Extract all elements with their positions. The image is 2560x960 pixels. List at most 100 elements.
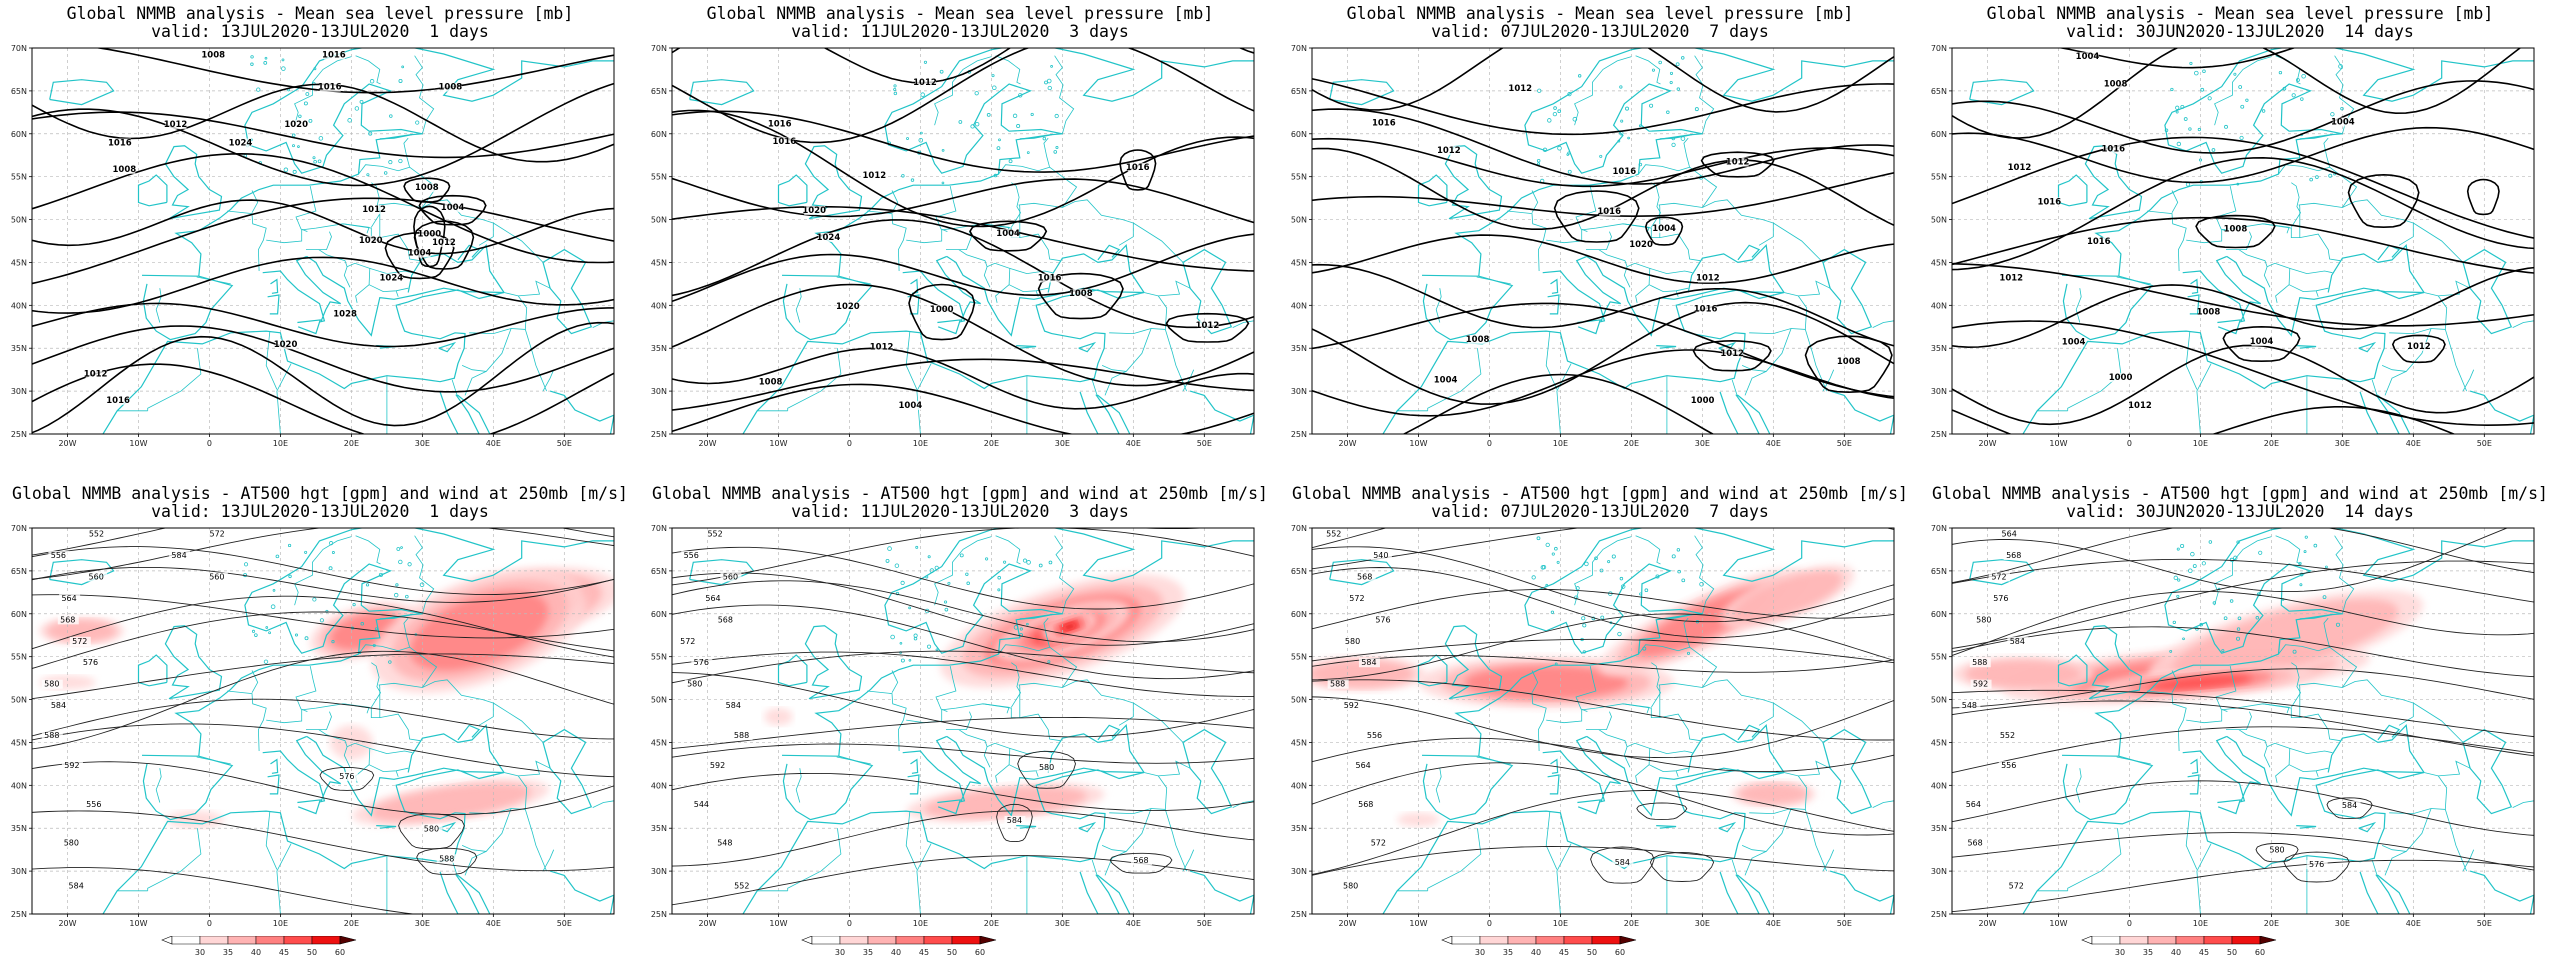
wind-colorbar: 30 35 40 45 50 60 bbox=[1441, 936, 1637, 957]
contour-label: 1004 bbox=[996, 229, 1020, 239]
contour-label: 1004 bbox=[2076, 52, 2100, 62]
contour-label: 560 bbox=[723, 572, 738, 581]
panel-title: Global NMMB analysis - AT500 hgt [gpm] a… bbox=[652, 484, 1268, 503]
contour-label: 1016 bbox=[1126, 163, 1150, 173]
contour-label: 1012 bbox=[1720, 349, 1744, 359]
lon-tick-label: 30E bbox=[415, 919, 430, 928]
colorbar-label: 30 bbox=[1475, 948, 1485, 957]
lat-tick-label: 30N bbox=[11, 867, 27, 876]
lon-tick-label: 40E bbox=[1126, 439, 1141, 448]
contour-label: 1024 bbox=[229, 139, 253, 149]
map-frame bbox=[671, 47, 1255, 435]
lat-tick-label: 50N bbox=[1931, 216, 1947, 225]
lat-tick-label: 60N bbox=[1931, 130, 1947, 139]
contour-label: 1008 bbox=[1069, 289, 1093, 299]
contour-label: 588 bbox=[439, 854, 454, 863]
isobars bbox=[1312, 48, 1894, 434]
contour-label: 1016 bbox=[1372, 118, 1396, 128]
map-plot: 552 540 568 572 576 580 584 588 592 556 564 568 572 5… bbox=[1291, 524, 1895, 928]
contour-label: 556 bbox=[1367, 731, 1382, 740]
contour-label: 580 bbox=[1976, 615, 1991, 624]
lon-tick-label: 10E bbox=[273, 919, 288, 928]
contour-label: 584 bbox=[2010, 637, 2025, 646]
lat-tick-label: 40N bbox=[11, 301, 27, 310]
lat-tick-label: 65N bbox=[1291, 567, 1307, 576]
isobars bbox=[1952, 48, 2534, 434]
contour-label: 576 bbox=[1993, 594, 2008, 603]
contour-label: 1012 bbox=[913, 78, 937, 88]
contour-label: 1016 bbox=[772, 137, 796, 147]
contour-label: 556 bbox=[2001, 761, 2016, 770]
lat-tick-label: 65N bbox=[1931, 87, 1947, 96]
contour-label: 1024 bbox=[817, 233, 841, 243]
lat-tick-label: 70N bbox=[1291, 524, 1307, 533]
contour-label: 572 bbox=[1349, 594, 1364, 603]
contour-label: 1016 bbox=[108, 139, 132, 149]
contour-label: 576 bbox=[83, 658, 98, 667]
contour-label: 1012 bbox=[1726, 158, 1750, 168]
lon-tick-label: 20E bbox=[2264, 919, 2279, 928]
contour-label: 1016 bbox=[1597, 207, 1621, 217]
contour-label: 1000 bbox=[2109, 373, 2133, 383]
panel-valid-period: valid: 13JUL2020-13JUL2020 1 days bbox=[151, 502, 489, 521]
lon-tick-label: 20E bbox=[984, 919, 999, 928]
contour-label: 588 bbox=[1330, 680, 1345, 689]
geopotential-height-contours bbox=[1952, 528, 2534, 913]
contour-label: 1012 bbox=[1196, 321, 1220, 331]
lat-tick-label: 30N bbox=[1931, 387, 1947, 396]
lat-tick-label: 35N bbox=[11, 344, 27, 353]
contour-label: 1012 bbox=[2008, 163, 2032, 173]
panel-title: Global NMMB analysis - AT500 hgt [gpm] a… bbox=[1292, 484, 1908, 503]
lat-tick-label: 65N bbox=[651, 87, 667, 96]
contour-labels: 552 556 560 564 568 572 576 580 584 588 592 544 548 5… bbox=[677, 529, 1153, 891]
lon-tick-label: 20E bbox=[1624, 919, 1639, 928]
lon-tick-label: 30E bbox=[1695, 439, 1710, 448]
axis-labels: 20W 10W 0 10E 20E 30E 40E 50E 70N 65N 60N 55N 50N 45N… bbox=[651, 524, 1212, 928]
lon-tick-label: 20E bbox=[344, 439, 359, 448]
contour-label: 1012 bbox=[164, 120, 188, 130]
map-frame bbox=[31, 527, 615, 915]
colorbar-label: 45 bbox=[1559, 948, 1569, 957]
panel-title: Global NMMB analysis - Mean sea level pr… bbox=[1346, 4, 1854, 23]
lon-tick-label: 30E bbox=[1695, 919, 1710, 928]
colorbar-label: 30 bbox=[2115, 948, 2125, 957]
lon-tick-label: 20W bbox=[1338, 919, 1356, 928]
colorbar-label: 60 bbox=[335, 948, 345, 957]
lat-tick-label: 35N bbox=[1931, 824, 1947, 833]
colorbar-label: 35 bbox=[863, 948, 873, 957]
contour-label: 588 bbox=[44, 731, 59, 740]
panel-valid-period: valid: 07JUL2020-13JUL2020 7 days bbox=[1431, 502, 1769, 521]
contour-label: 580 bbox=[687, 680, 702, 689]
z500-panel-4: Global NMMB analysis - AT500 hgt [gpm] a… bbox=[1920, 480, 2560, 960]
geopotential-height-contours bbox=[1312, 528, 1894, 884]
lat-tick-label: 50N bbox=[11, 696, 27, 705]
contour-label: 564 bbox=[1966, 800, 1981, 809]
contour-label: 588 bbox=[734, 731, 749, 740]
contour-label: 568 bbox=[1358, 800, 1373, 809]
lon-tick-label: 10W bbox=[129, 919, 147, 928]
axis-labels: 20W 10W 0 10E 20E 30E 40E 50E 70N 65N 60N 55N 50N 45N… bbox=[11, 44, 572, 448]
z500-panel-3: Global NMMB analysis - AT500 hgt [gpm] a… bbox=[1280, 480, 1920, 960]
contour-label: 1012 bbox=[863, 171, 887, 181]
contour-label: 1004 bbox=[2331, 118, 2355, 128]
contour-label: 580 bbox=[64, 838, 79, 847]
lon-tick-label: 10E bbox=[1553, 439, 1568, 448]
contour-label: 1008 bbox=[1837, 357, 1861, 367]
contour-label: 1016 bbox=[1038, 274, 1062, 284]
contour-label: 592 bbox=[710, 761, 725, 770]
lon-tick-label: 50E bbox=[1837, 439, 1852, 448]
coastlines bbox=[689, 48, 1254, 434]
contour-label: 556 bbox=[684, 551, 699, 560]
contour-label: 584 bbox=[69, 881, 84, 890]
lon-tick-label: 10E bbox=[913, 919, 928, 928]
contour-label: 1012 bbox=[2128, 401, 2152, 411]
contour-label: 588 bbox=[1972, 658, 1987, 667]
lon-tick-label: 30E bbox=[1055, 439, 1070, 448]
lon-tick-label: 10E bbox=[1553, 919, 1568, 928]
contour-label: 552 bbox=[2000, 731, 2015, 740]
axis-labels: 20W 10W 0 10E 20E 30E 40E 50E 70N 65N 60N 55N 50N 45N… bbox=[1931, 524, 2492, 928]
contour-label: 580 bbox=[1345, 637, 1360, 646]
coastlines bbox=[1969, 528, 2534, 914]
lat-tick-label: 60N bbox=[1291, 610, 1307, 619]
colorbar-label: 60 bbox=[2255, 948, 2265, 957]
